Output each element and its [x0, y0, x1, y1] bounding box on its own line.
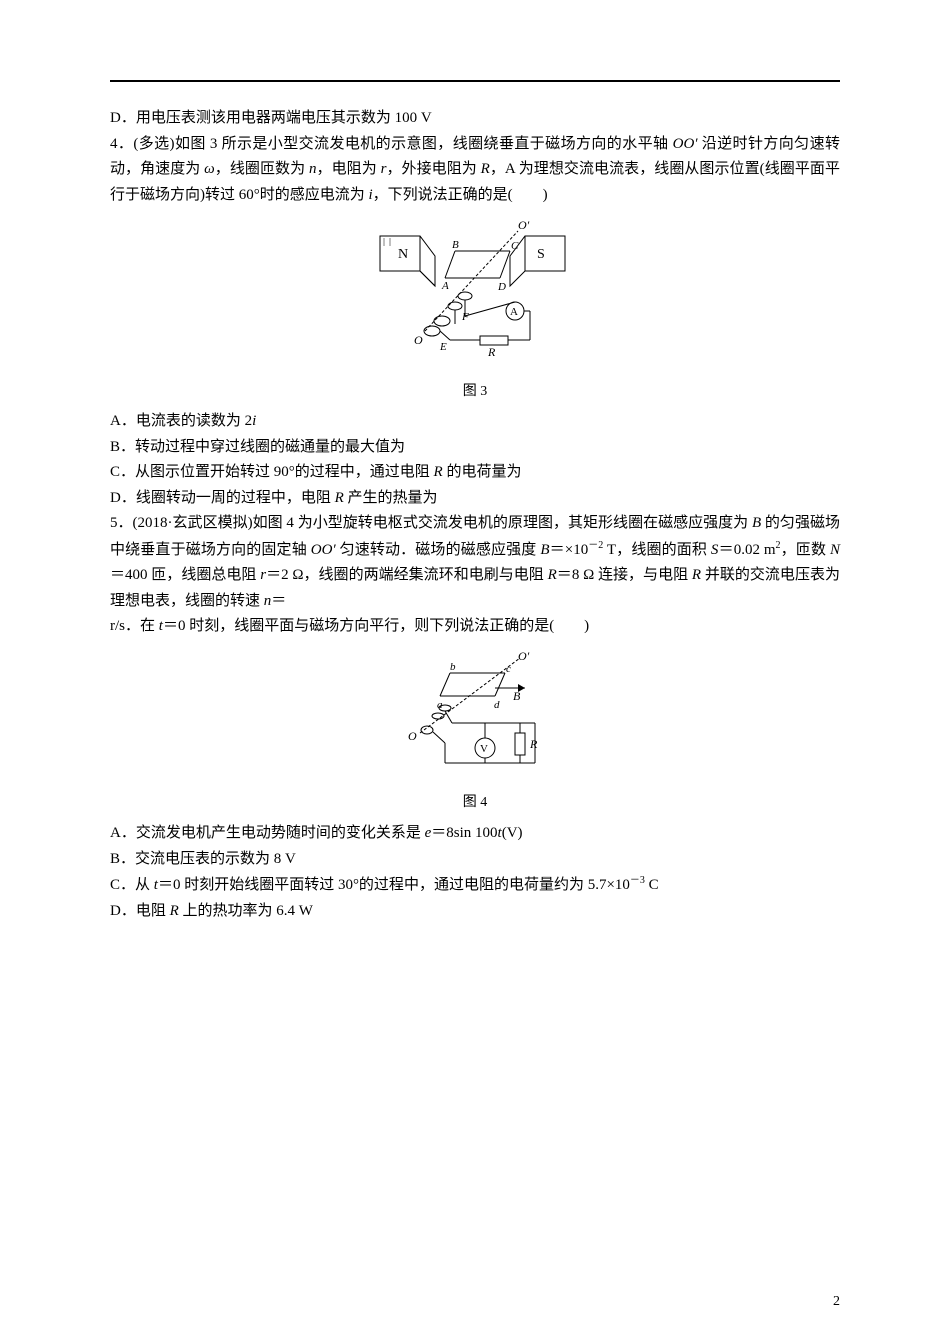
q5-optD-pre: D．电阻 — [110, 903, 170, 919]
q5-exp: －2 — [588, 540, 603, 551]
q4-omega: ω — [204, 161, 215, 177]
q5-optA-pre: A．交流发电机产生电动势随时间的变化关系是 — [110, 825, 425, 841]
q5-t7: ＝0.02 m — [718, 542, 775, 558]
q5-axis: OO′ — [311, 542, 336, 558]
figure-3-caption: 图 3 — [110, 380, 840, 404]
q5-optA-mid: ＝8sin 100 — [431, 825, 497, 841]
q5-t13: ＝ — [271, 593, 286, 609]
figure-3-svg: N S A B C D O′ O F E A R — [370, 216, 580, 366]
fig3-E: E — [439, 341, 447, 353]
q5-option-a: A．交流发电机产生电动势随时间的变化关系是 e＝8sin 100t(V) — [110, 821, 840, 847]
q4-optD-R: R — [335, 490, 344, 506]
fig3-A: A — [441, 280, 449, 292]
q5-B: B — [752, 515, 761, 531]
q5-option-c: C．从 t＝0 时刻开始线圈平面转过 30°的过程中，通过电阻的电荷量约为 5.… — [110, 872, 840, 899]
q4-option-c: C．从图示位置开始转过 90°的过程中，通过电阻 R 的电荷量为 — [110, 460, 840, 486]
q4-optD-post: 产生的热量为 — [344, 490, 438, 506]
fig4-O: O — [408, 729, 417, 743]
fig4-R: R — [529, 737, 538, 751]
q5-optA-post: (V) — [502, 825, 523, 841]
q5-optD-post: 上的热功率为 6.4 W — [179, 903, 313, 919]
q5-t8: ，匝数 — [781, 542, 830, 558]
q4-text-7: ，下列说法正确的是( ) — [373, 187, 548, 203]
q5-option-b: B．交流电压表的示数为 8 V — [110, 847, 840, 873]
fig3-R: R — [487, 345, 496, 359]
q5-t10: ＝2 Ω，线圈的两端经集流环和电刷与电阻 — [266, 567, 548, 583]
q3-option-d: D．用电压表测该用电器两端电压其示数为 100 V — [110, 106, 840, 132]
fig3-ammeter: A — [510, 306, 518, 318]
q5-t15: ＝0 时刻，线圈平面与磁场方向平行，则下列说法正确的是( ) — [163, 618, 589, 634]
q4-text-5: ，外接电阻为 — [386, 161, 480, 177]
q5-t9: ＝400 匝，线圈总电阻 — [110, 567, 260, 583]
fig3-S: S — [537, 247, 545, 262]
q5-t14: r/s．在 — [110, 618, 159, 634]
q5-optC-post: C — [645, 877, 659, 893]
figure-4-caption: 图 4 — [110, 791, 840, 815]
fig4-Oprime: O′ — [518, 649, 530, 663]
q5-optC-exp: －3 — [630, 875, 645, 886]
fig3-O: O — [414, 333, 423, 347]
q4-text-3: ，线圈匝数为 — [215, 161, 309, 177]
q5-t5: ×10 — [565, 542, 588, 558]
figure-3: N S A B C D O′ O F E A R — [110, 216, 840, 376]
q5-optC-pre: C．从 — [110, 877, 154, 893]
q4-text-4: ，电阻为 — [316, 161, 380, 177]
q4-optC-pre: C．从图示位置开始转过 90°的过程中，通过电阻 — [110, 464, 434, 480]
fig3-F: F — [461, 311, 469, 323]
q5-optD-R: R — [170, 903, 179, 919]
fig3-Oprime: O′ — [518, 218, 530, 232]
q4-optA-pre: A．电流表的读数为 2 — [110, 413, 252, 429]
fig4-V: V — [480, 743, 488, 755]
q5-t6: T，线圈的面积 — [603, 542, 711, 558]
q4-option-d: D．线圈转动一周的过程中，电阻 R 产生的热量为 — [110, 486, 840, 512]
fig3-B: B — [452, 239, 459, 251]
q5-R2: R — [692, 567, 701, 583]
page-number: 2 — [833, 1290, 840, 1314]
figure-4-svg: O′ O a b c d B V R — [390, 648, 560, 778]
fig3-N: N — [398, 247, 408, 262]
q4-optA-i: i — [252, 413, 256, 429]
q4-optD-pre: D．线圈转动一周的过程中，电阻 — [110, 490, 335, 506]
figure-4: O′ O a b c d B V R — [110, 648, 840, 788]
fig3-D: D — [497, 281, 506, 293]
q5-stem: 5．(2018·玄武区模拟)如图 4 为小型旋转电枢式交流发电机的原理图，其矩形… — [110, 511, 840, 640]
q4-axis: OO′ — [673, 136, 698, 152]
q4-text-1: 4．(多选)如图 3 所示是小型交流发电机的示意图，线圈绕垂直于磁场方向的水平轴 — [110, 136, 673, 152]
fig4-c: c — [506, 663, 511, 675]
q5-R1: R — [548, 567, 557, 583]
q4-stem: 4．(多选)如图 3 所示是小型交流发电机的示意图，线圈绕垂直于磁场方向的水平轴… — [110, 132, 840, 209]
q5-t11: ＝8 Ω 连接，与电阻 — [557, 567, 692, 583]
q4-optC-post: 的电荷量为 — [443, 464, 522, 480]
q4-option-b: B．转动过程中穿过线圈的磁通量的最大值为 — [110, 435, 840, 461]
fig3-C: C — [511, 240, 519, 252]
fig4-b: b — [450, 661, 456, 673]
q4-option-a: A．电流表的读数为 2i — [110, 409, 840, 435]
q5-t4: ＝ — [549, 542, 564, 558]
q4-R: R — [481, 161, 490, 177]
q4-optC-R: R — [434, 464, 443, 480]
q5-option-d: D．电阻 R 上的热功率为 6.4 W — [110, 899, 840, 925]
q5-t1: 5．(2018·玄武区模拟)如图 4 为小型旋转电枢式交流发电机的原理图，其矩形… — [110, 515, 752, 531]
q5-t3: 匀速转动．磁场的磁感应强度 — [336, 542, 541, 558]
q5-optC-mid: ＝0 时刻开始线圈平面转过 30°的过程中，通过电阻的电荷量约为 5.7×10 — [158, 877, 630, 893]
fig4-d: d — [494, 699, 500, 711]
fig4-Bvec: B — [513, 689, 521, 703]
top-rule — [110, 80, 840, 82]
q5-N: N — [830, 542, 840, 558]
